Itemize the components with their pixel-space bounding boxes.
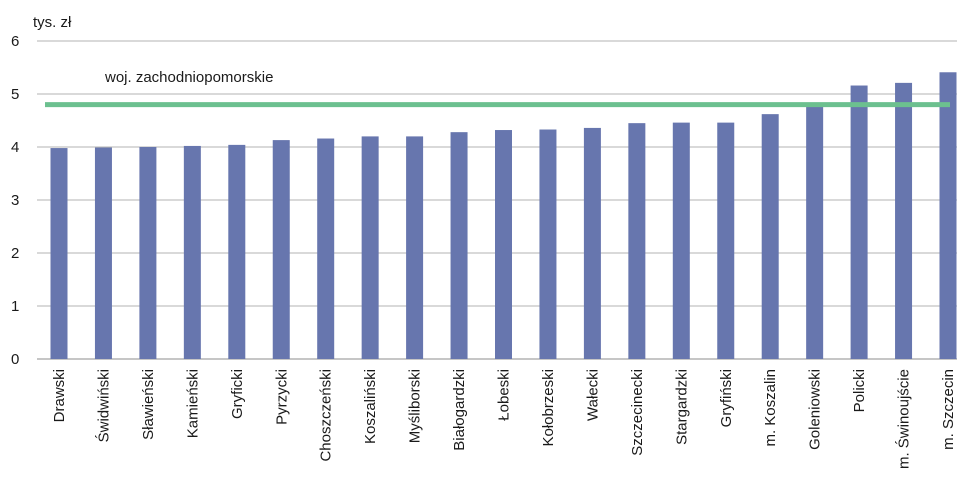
bar (939, 72, 957, 360)
y-tick-label: 6 (11, 33, 19, 50)
x-tick-label: Stargardzki (673, 369, 690, 445)
bar (406, 136, 424, 359)
bar (539, 129, 557, 359)
x-tick-label: m. Szczecin (940, 369, 957, 450)
bar (317, 138, 335, 359)
x-tick-label: Łobeski (496, 369, 513, 421)
bar (450, 132, 468, 359)
bar (272, 140, 290, 359)
x-tick-label: Świdwiński (94, 369, 112, 442)
x-tick-label: Kamieński (184, 369, 201, 438)
bar (850, 85, 868, 360)
y-tick-label: 2 (11, 245, 19, 262)
bar (183, 145, 201, 359)
reference-line-label: woj. zachodniopomorskie (104, 69, 273, 86)
x-tick-label: Gryficki (229, 369, 246, 419)
x-tick-label: Białogardzki (451, 369, 468, 451)
y-tick-label: 3 (11, 192, 19, 209)
bar (672, 122, 690, 360)
bar (806, 105, 824, 359)
x-tick-label: Szczecinecki (629, 369, 646, 456)
x-tick-label: Myśliborski (407, 369, 424, 443)
y-axis-unit-label: tys. zł (33, 14, 72, 31)
x-tick-label: Sławieński (140, 369, 157, 440)
y-tick-label: 0 (11, 351, 19, 368)
x-tick-label: Gryfiński (718, 369, 735, 427)
y-axis-ticks: 0 1 2 3 4 5 6 (11, 33, 19, 368)
x-tick-label: m. Koszalin (762, 369, 779, 447)
x-tick-label: Pyrzycki (273, 369, 290, 425)
bar (139, 147, 157, 359)
x-tick-label: Koszaliński (362, 369, 379, 444)
bar (628, 123, 646, 360)
x-tick-label: Goleniowski (807, 369, 824, 450)
bar (228, 144, 246, 359)
bar (361, 136, 379, 359)
y-tick-label: 5 (11, 86, 19, 103)
x-tick-label: m. Świnoujście (895, 369, 913, 469)
bar (761, 114, 779, 359)
x-tick-label: Drawski (51, 369, 68, 422)
bar (717, 122, 735, 360)
bar (50, 148, 68, 359)
bars (50, 72, 957, 360)
y-tick-label: 4 (11, 139, 19, 156)
bar (495, 130, 512, 359)
x-tick-label: Choszczeński (318, 369, 335, 462)
x-tick-label: Policki (851, 369, 868, 412)
y-tick-label: 1 (11, 298, 19, 315)
x-tick-label: Kołobrzeski (540, 369, 557, 447)
bar (583, 127, 601, 359)
x-axis-labels: Drawski Świdwiński Sławieński Kamieński Gryf… (51, 369, 957, 469)
bar (895, 82, 913, 360)
x-tick-label: Wałecki (584, 369, 601, 421)
bar (94, 147, 112, 359)
